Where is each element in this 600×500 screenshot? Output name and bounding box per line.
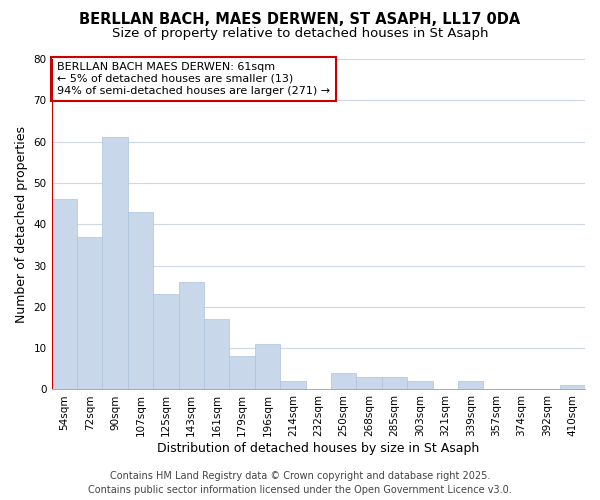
Bar (103, 138, 128, 390)
Y-axis label: Number of detached properties: Number of detached properties (15, 126, 28, 322)
Bar (331, 373, 356, 390)
Bar (77, 236, 103, 390)
Bar (229, 356, 255, 390)
Bar (382, 377, 407, 390)
Bar (458, 381, 484, 390)
Bar (255, 344, 280, 390)
Text: BERLLAN BACH MAES DERWEN: 61sqm
← 5% of detached houses are smaller (13)
94% of : BERLLAN BACH MAES DERWEN: 61sqm ← 5% of … (57, 62, 330, 96)
Bar (407, 381, 433, 390)
Bar (128, 212, 153, 390)
Bar (179, 282, 204, 390)
Bar (280, 381, 305, 390)
Bar (356, 377, 382, 390)
Text: Size of property relative to detached houses in St Asaph: Size of property relative to detached ho… (112, 28, 488, 40)
Bar (204, 319, 229, 390)
Text: BERLLAN BACH, MAES DERWEN, ST ASAPH, LL17 0DA: BERLLAN BACH, MAES DERWEN, ST ASAPH, LL1… (79, 12, 521, 28)
Bar (153, 294, 179, 390)
Bar (52, 200, 77, 390)
X-axis label: Distribution of detached houses by size in St Asaph: Distribution of detached houses by size … (157, 442, 479, 455)
Text: Contains HM Land Registry data © Crown copyright and database right 2025.
Contai: Contains HM Land Registry data © Crown c… (88, 471, 512, 495)
Bar (560, 386, 585, 390)
